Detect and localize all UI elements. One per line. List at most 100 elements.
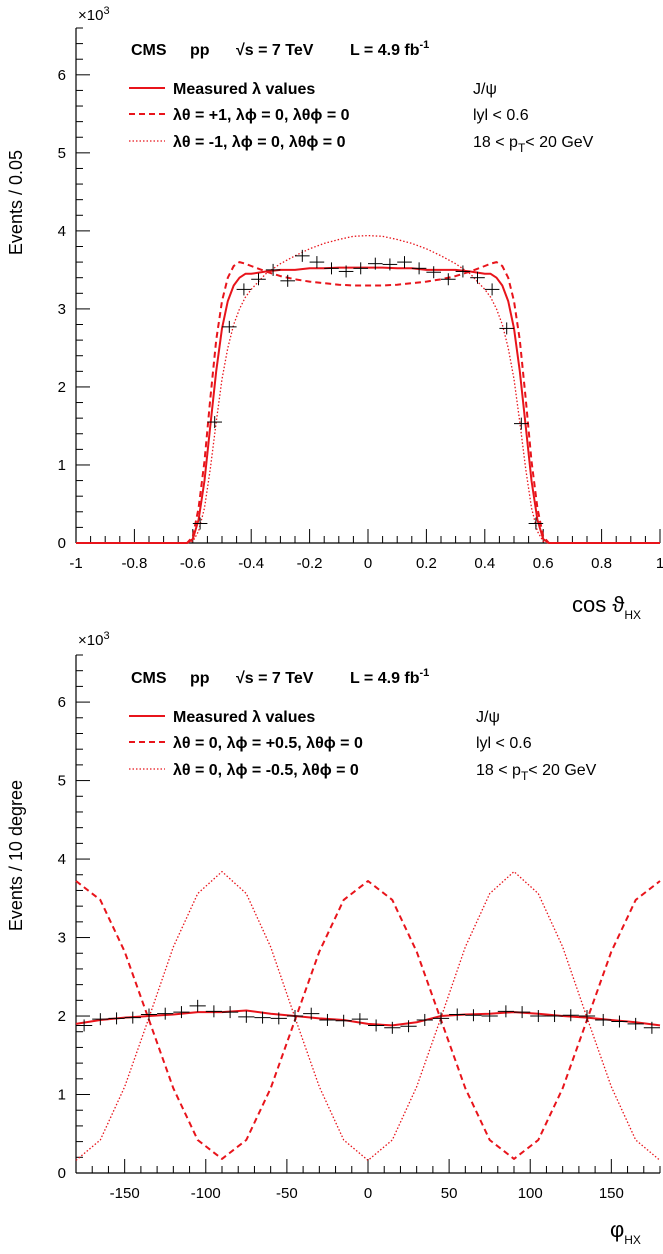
data-point bbox=[189, 999, 206, 1012]
data-point bbox=[441, 273, 456, 286]
data-point bbox=[384, 1021, 401, 1034]
x-tick-label: 0.8 bbox=[591, 555, 612, 572]
rapidity-label: lyl < 0.6 bbox=[473, 107, 529, 124]
x-tick-label: -50 bbox=[276, 1185, 298, 1202]
data-point bbox=[499, 322, 514, 335]
data-point bbox=[455, 265, 471, 278]
x-axis-label: φHX bbox=[610, 1217, 641, 1247]
data-point bbox=[303, 1007, 320, 1020]
x-tick-label: -150 bbox=[110, 1185, 140, 1202]
legend: Measured λ values λθ = +1, λϕ = 0, λθϕ =… bbox=[129, 81, 350, 151]
y-tick-label: 2 bbox=[58, 1008, 66, 1025]
data-point bbox=[595, 1013, 612, 1026]
curve-dotted bbox=[75, 870, 661, 1162]
data-point bbox=[309, 256, 325, 269]
data-point bbox=[546, 1010, 563, 1023]
data-point bbox=[222, 1006, 239, 1019]
y-axis-label: Events / 0.05 bbox=[6, 150, 26, 255]
legend-entry-dashed: λθ = 0, λϕ = +0.5, λθϕ = 0 bbox=[173, 735, 363, 752]
curve-solid bbox=[76, 266, 660, 544]
data-point bbox=[514, 1006, 531, 1019]
data-point bbox=[222, 320, 237, 333]
panel-costheta: ×103 0 1 2 3 4 5 6 -1 -0.8 -0.6 -0.4 -0.2 0 0.2 0.4 0.6… bbox=[6, 5, 663, 622]
data-point bbox=[397, 256, 412, 269]
y-tick-label: 2 bbox=[58, 379, 66, 396]
x-tick-label: 0 bbox=[364, 1185, 372, 1202]
data-point bbox=[124, 1011, 141, 1024]
legend-entry-dashed: λθ = +1, λϕ = 0, λθϕ = 0 bbox=[173, 107, 350, 124]
data-point bbox=[643, 1021, 660, 1034]
data-point bbox=[470, 271, 485, 284]
data-point bbox=[140, 1008, 158, 1021]
data-point bbox=[528, 517, 544, 530]
y-tick-label: 5 bbox=[58, 773, 66, 790]
data-point bbox=[251, 273, 266, 286]
data-point bbox=[627, 1017, 644, 1030]
curve-dashed bbox=[75, 880, 661, 1160]
data-point bbox=[400, 1020, 417, 1033]
x-tick-label: 0.2 bbox=[416, 555, 437, 572]
data-point bbox=[207, 416, 222, 429]
data-point bbox=[411, 262, 427, 275]
data-point bbox=[173, 1006, 190, 1019]
data-point bbox=[157, 1007, 174, 1020]
data-point bbox=[368, 1019, 385, 1032]
rapidity-label: lyl < 0.6 bbox=[476, 735, 532, 752]
data-point bbox=[484, 283, 500, 296]
data-point bbox=[205, 1005, 222, 1018]
y-tick-label: 5 bbox=[58, 145, 66, 162]
curve-solid bbox=[75, 1009, 661, 1027]
header-text: CMS pp √s = 7 TeV L = 4.9 fb-1 bbox=[131, 39, 429, 59]
exponent-label: ×103 bbox=[78, 5, 110, 24]
exponent-label: ×103 bbox=[78, 630, 110, 649]
plot-area: 0 1 2 3 4 5 6 -150 -100 -50 0 50 100 150 bbox=[58, 654, 661, 1202]
data-point bbox=[270, 1012, 287, 1025]
data-point bbox=[530, 1010, 547, 1023]
energy-label: √s = 7 TeV bbox=[236, 42, 314, 59]
y-tick-label: 3 bbox=[58, 930, 66, 947]
curve-dashed bbox=[76, 261, 660, 544]
legend-entry-measured: Measured λ values bbox=[173, 81, 315, 98]
x-tick-label: 100 bbox=[518, 1185, 543, 1202]
data-point bbox=[416, 1013, 433, 1026]
y-tick-label: 6 bbox=[58, 67, 66, 84]
experiment-label: CMS bbox=[131, 42, 167, 59]
data-point bbox=[611, 1015, 628, 1028]
panel-phi: ×103 0 1 2 3 4 5 6 -150 -100 -50 0 50 100 150 Events … bbox=[6, 630, 661, 1247]
x-tick-label: 1 bbox=[656, 555, 663, 572]
data-point bbox=[382, 258, 398, 271]
data-point bbox=[432, 1012, 450, 1025]
y-tick-label: 1 bbox=[58, 1087, 66, 1104]
selection-text: J/ψ lyl < 0.6 18 < pT< 20 GeV bbox=[473, 81, 594, 155]
luminosity-label: L = 4.9 fb-1 bbox=[350, 667, 429, 687]
state-label: J/ψ bbox=[476, 709, 500, 726]
y-tick-label: 0 bbox=[58, 535, 66, 552]
x-tick-label: 50 bbox=[441, 1185, 458, 1202]
data-point bbox=[578, 1010, 596, 1023]
data-point bbox=[351, 1013, 368, 1026]
plot-area: 0 1 2 3 4 5 6 -1 -0.8 -0.6 -0.4 -0.2 0 0.2 0.4 0.6 0.8 1 bbox=[58, 27, 663, 572]
data-point bbox=[295, 249, 310, 262]
collision-label: pp bbox=[190, 670, 210, 687]
legend-entry-dotted: λθ = -1, λϕ = 0, λθϕ = 0 bbox=[173, 134, 346, 151]
data-point bbox=[265, 263, 281, 276]
collision-label: pp bbox=[190, 42, 210, 59]
y-tick-label: 0 bbox=[58, 1165, 66, 1182]
x-tick-label: 150 bbox=[599, 1185, 624, 1202]
data-point bbox=[319, 1013, 336, 1026]
curve-dotted bbox=[76, 234, 660, 544]
x-tick-label: 0.4 bbox=[474, 555, 495, 572]
legend: Measured λ values λθ = 0, λϕ = +0.5, λθϕ… bbox=[129, 709, 363, 779]
luminosity-label: L = 4.9 fb-1 bbox=[350, 39, 429, 59]
energy-label: √s = 7 TeV bbox=[236, 670, 314, 687]
data-point bbox=[108, 1012, 125, 1025]
data-point bbox=[497, 1005, 514, 1018]
data-point bbox=[353, 262, 368, 275]
pt-label: 18 < pT< 20 GeV bbox=[473, 134, 594, 155]
y-tick-label: 4 bbox=[58, 223, 66, 240]
data-point bbox=[449, 1008, 466, 1021]
y-axis-label: Events / 10 degree bbox=[6, 780, 26, 931]
state-label: J/ψ bbox=[473, 81, 497, 98]
data-point bbox=[254, 1011, 271, 1024]
